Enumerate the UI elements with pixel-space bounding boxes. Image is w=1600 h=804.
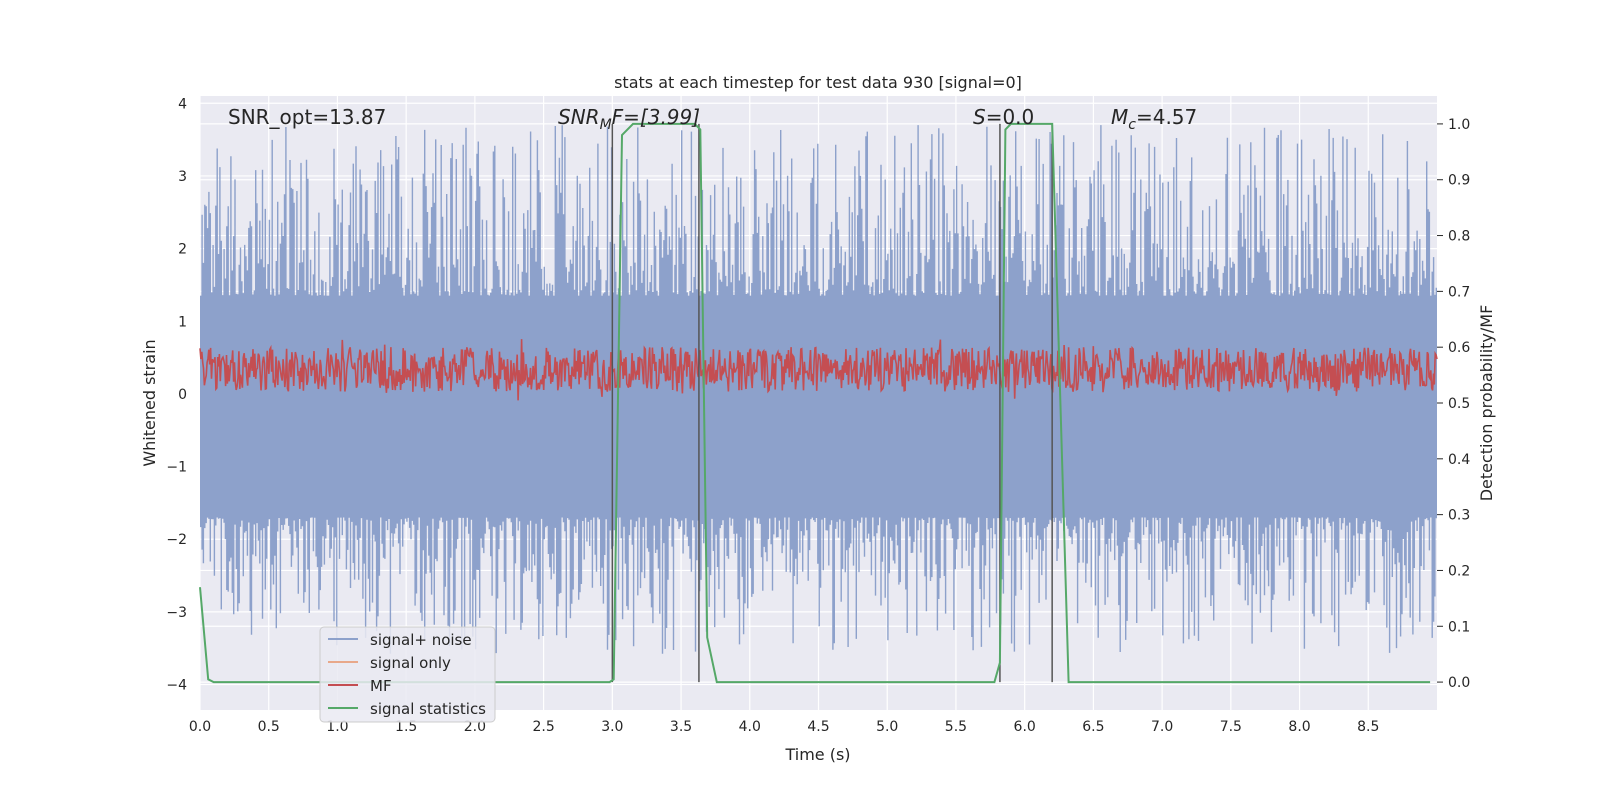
y-tick-label-right: 0.4 bbox=[1448, 452, 1470, 468]
signal-statistics-series bbox=[199, 122, 1431, 684]
x-tick-label: 3.5 bbox=[670, 719, 692, 735]
signal-statistics-line bbox=[199, 122, 1431, 684]
legend-box bbox=[319, 626, 496, 723]
annotation-snr-mf-value: F=[3.99] bbox=[612, 105, 700, 129]
y-tick-label-right: 0.9 bbox=[1448, 173, 1470, 189]
mf-series bbox=[199, 339, 1438, 401]
y-tick-label-left: 4 bbox=[178, 96, 187, 112]
y-tick-label-left: 0 bbox=[178, 387, 187, 403]
x-tick-label: 7.0 bbox=[1151, 719, 1173, 735]
legend-label-signal-statistics: signal statistics bbox=[370, 700, 486, 718]
annotation-mc-subscript: c bbox=[1128, 117, 1136, 133]
annotation-s: S=0.0 bbox=[973, 105, 1034, 129]
x-tick-label: 5.5 bbox=[945, 719, 967, 735]
annotation-mc-symbol: M bbox=[1111, 105, 1128, 129]
x-tick-label: 3.0 bbox=[601, 719, 623, 735]
legend-label-signal-only: signal only bbox=[370, 654, 451, 672]
x-tick-label: 4.0 bbox=[739, 719, 761, 735]
annotation-mc-value: =4.57 bbox=[1136, 105, 1197, 129]
y-tick-label-right: 0.7 bbox=[1448, 284, 1470, 300]
x-tick-label: 1.5 bbox=[395, 719, 417, 735]
y-tick-label-left: −1 bbox=[166, 460, 187, 476]
y-tick-label-left: 1 bbox=[178, 314, 187, 330]
tick-labels: 0.0 0.5 1.0 1.5 2.0 2.5 3.0 3.5 4.0 4.5 5.0 5.5 6.0 6… bbox=[166, 96, 1470, 735]
y-tick-label-left: 3 bbox=[178, 169, 187, 185]
y-tick-label-right: 0.2 bbox=[1448, 563, 1470, 579]
x-tick-label: 0.0 bbox=[189, 719, 211, 735]
annotation-s-value: =0.0 bbox=[986, 105, 1035, 129]
x-tick-label: 8.0 bbox=[1288, 719, 1310, 735]
y-tick-label-right: 0.3 bbox=[1448, 508, 1470, 524]
annotation-snr-mf: SNRMF=[3.99] bbox=[558, 105, 700, 133]
legend: signal+ noise signal only MF signal stat… bbox=[319, 626, 496, 723]
signal-noise-series bbox=[200, 125, 1437, 654]
x-tick-label: 4.5 bbox=[807, 719, 829, 735]
x-tick-label: 2.0 bbox=[464, 719, 486, 735]
annotation-snr-opt: SNR_opt=13.87 bbox=[228, 105, 386, 129]
legend-label-mf: MF bbox=[370, 677, 392, 695]
y-tick-label-left: 2 bbox=[178, 242, 187, 258]
y-tick-label-right: 0.6 bbox=[1448, 340, 1470, 356]
x-tick-label: 6.5 bbox=[1082, 719, 1104, 735]
annotation-mc: Mc=4.57 bbox=[1111, 105, 1197, 133]
y-axis-label-left: Whitened strain bbox=[140, 339, 159, 466]
x-tick-label: 6.0 bbox=[1014, 719, 1036, 735]
x-tick-label: 1.0 bbox=[326, 719, 348, 735]
x-tick-label: 7.5 bbox=[1220, 719, 1242, 735]
y-tick-label-right: 0.8 bbox=[1448, 229, 1470, 245]
y-axis-label-right: Detection probability/MF bbox=[1477, 305, 1496, 502]
x-tick-label: 0.5 bbox=[258, 719, 280, 735]
legend-label-signal-noise: signal+ noise bbox=[370, 631, 472, 649]
x-tick-label: 8.5 bbox=[1357, 719, 1379, 735]
y-tick-label-left: −3 bbox=[166, 605, 187, 621]
y-tick-label-right: 0.0 bbox=[1448, 675, 1470, 691]
y-tick-label-left: −2 bbox=[166, 532, 187, 548]
y-tick-label-right: 0.5 bbox=[1448, 396, 1470, 412]
chart-title: stats at each timestep for test data 930… bbox=[614, 73, 1022, 92]
annotation-snr-mf-subscript: M bbox=[600, 117, 612, 133]
y-tick-label-right: 1.0 bbox=[1448, 117, 1470, 133]
x-axis-label: Time (s) bbox=[784, 745, 850, 764]
y-tick-label-left: −4 bbox=[166, 678, 187, 694]
annotation-s-symbol: S bbox=[973, 105, 986, 129]
x-tick-label: 2.5 bbox=[532, 719, 554, 735]
annotation-snr-mf-symbol: SNR bbox=[558, 105, 600, 129]
y-tick-label-right: 0.1 bbox=[1448, 619, 1470, 635]
x-tick-label: 5.0 bbox=[876, 719, 898, 735]
mf-line bbox=[199, 339, 1438, 401]
